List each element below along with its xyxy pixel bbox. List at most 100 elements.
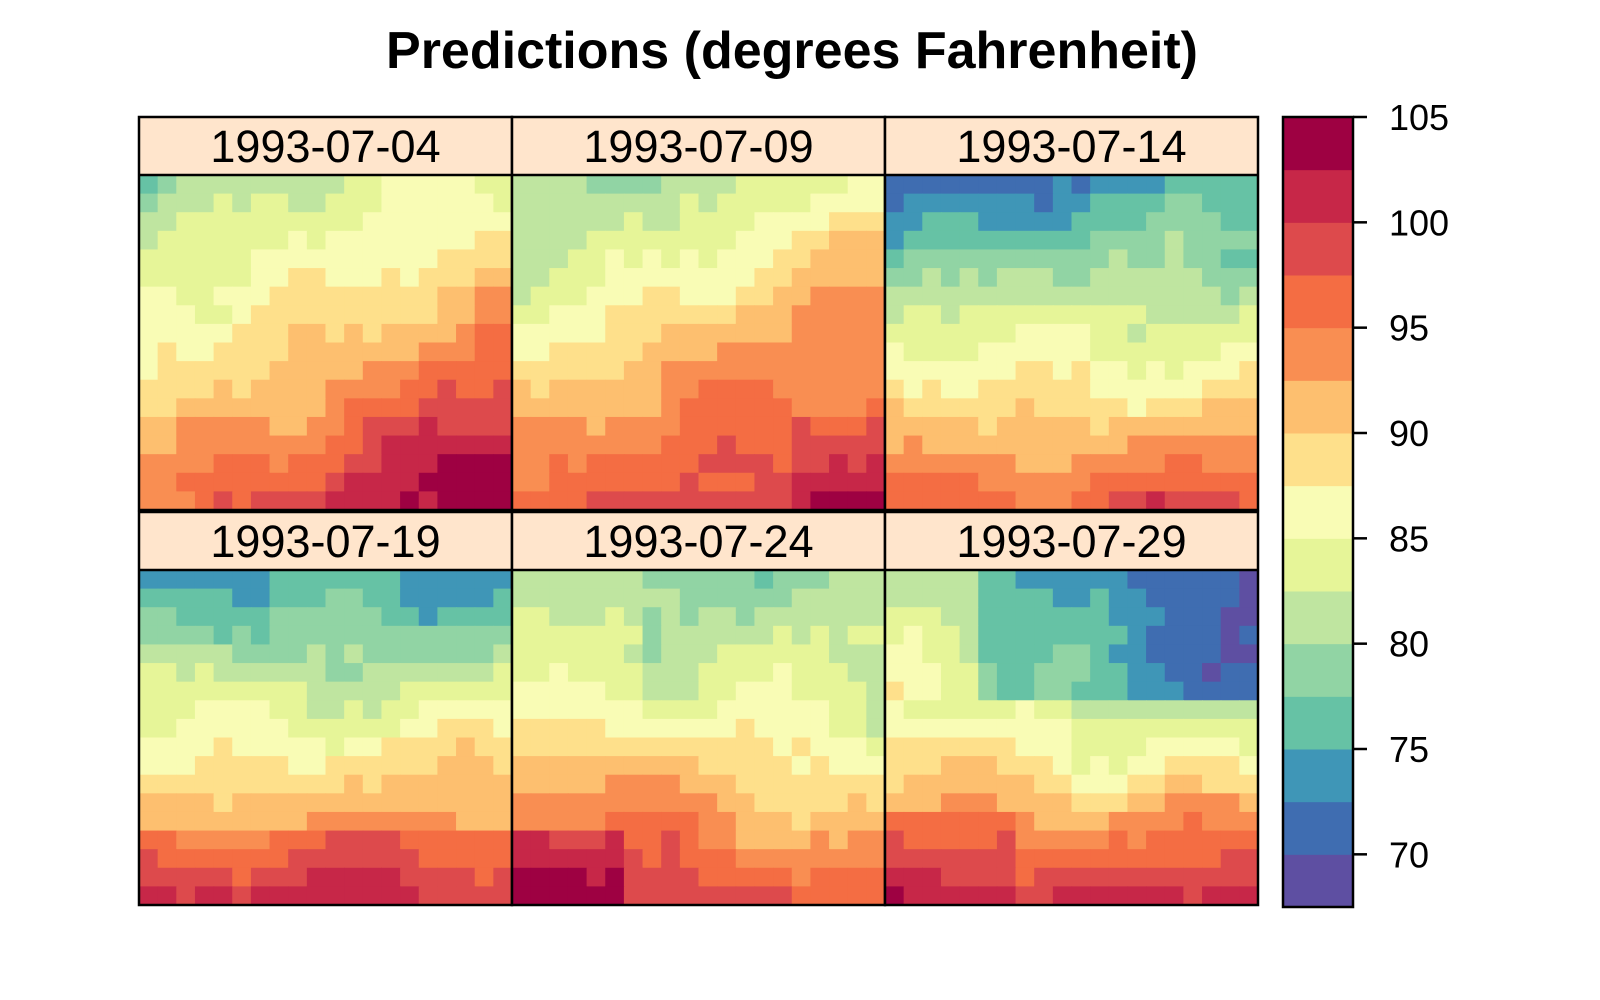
heatmap-cell (791, 625, 811, 646)
heatmap-cell (512, 416, 532, 437)
heatmap-cell (437, 774, 457, 794)
heatmap-cell (306, 323, 327, 344)
panel-1993-07-19: 1993-07-19 (137, 510, 514, 907)
heatmap-cell (213, 212, 233, 232)
heatmap-cell (698, 454, 718, 474)
heatmap-cell (978, 718, 998, 739)
heatmap-cell (698, 830, 718, 850)
heatmap-cell (1164, 249, 1184, 269)
heatmap-cell (512, 398, 532, 418)
heatmap-cell (474, 305, 494, 325)
heatmap-cell (362, 849, 383, 869)
heatmap-cell (362, 175, 383, 195)
heatmap-cell (1202, 342, 1222, 362)
heatmap-cell (418, 212, 438, 232)
heatmap-cell (400, 249, 420, 269)
heatmap-cell (474, 811, 494, 832)
heatmap-cell (829, 625, 849, 646)
heatmap-cell (381, 625, 401, 646)
heatmap-cell (661, 774, 681, 794)
heatmap-cell (1071, 379, 1091, 399)
heatmap-cell (717, 588, 737, 608)
heatmap-cell (791, 286, 811, 306)
heatmap-cell (1071, 249, 1091, 269)
heatmap-cell (474, 286, 494, 306)
heatmap-cell (250, 342, 271, 362)
heatmap-cell (1071, 681, 1091, 701)
heatmap-cell (810, 849, 830, 869)
heatmap-cell (512, 472, 532, 492)
heatmap-cell (829, 193, 849, 213)
heatmap-cell (1090, 681, 1110, 701)
heatmap-cell (344, 416, 364, 437)
heatmap-cell (717, 491, 737, 511)
heatmap-cell (512, 700, 532, 720)
heatmap-cell (325, 454, 345, 474)
heatmap-cell (1164, 867, 1184, 887)
heatmap-cell (567, 361, 588, 381)
heatmap-cell (344, 756, 364, 776)
heatmap-cell (325, 435, 345, 455)
heatmap-cell (549, 811, 569, 832)
heatmap-cell (344, 249, 364, 269)
heatmap-cell (791, 491, 811, 511)
heatmap-cell (996, 268, 1017, 288)
heatmap-cell (381, 193, 401, 213)
heatmap-cell (1071, 361, 1091, 381)
heatmap-cell (661, 472, 681, 492)
heatmap-cell (623, 867, 644, 887)
heatmap-cell (1164, 230, 1184, 251)
heatmap-cell (400, 849, 420, 869)
heatmap-cell (567, 607, 588, 627)
heatmap-cell (418, 230, 438, 251)
heatmap-cell (306, 435, 327, 455)
panel-strip (885, 117, 1258, 175)
heatmap-cell (288, 663, 308, 683)
heatmap-cell (940, 435, 961, 455)
heatmap-cell (139, 886, 159, 906)
heatmap-cell (642, 230, 662, 251)
heatmap-cell (996, 774, 1017, 794)
heatmap-cell (232, 886, 252, 906)
heatmap-cell (1108, 700, 1129, 720)
heatmap-cell (586, 175, 606, 195)
heatmap-cell (213, 607, 233, 627)
heatmap-cell (829, 867, 849, 887)
heatmap-cell (996, 700, 1017, 720)
heatmap-cell (959, 435, 979, 455)
heatmap-cell (773, 398, 793, 418)
heatmap-cell (1239, 625, 1259, 646)
heatmap-cell (1052, 212, 1073, 232)
heatmap-cell (735, 472, 756, 492)
heatmap-cell (474, 212, 494, 232)
heatmap-cell (959, 230, 979, 251)
heatmap-cell (474, 398, 494, 418)
heatmap-cell (1034, 416, 1054, 437)
heatmap-cell (1052, 379, 1073, 399)
heatmap-cell (418, 886, 438, 906)
heatmap-cell (1071, 700, 1091, 720)
heatmap-cell (1220, 416, 1240, 437)
heatmap-cell (605, 849, 625, 869)
heatmap-cell (735, 268, 756, 288)
heatmap-cell (288, 435, 308, 455)
heatmap-cell (978, 323, 998, 344)
heatmap-cell (1146, 268, 1166, 288)
heatmap-cell (139, 811, 159, 832)
heatmap-cell (829, 570, 849, 590)
heatmap-cell (549, 379, 569, 399)
heatmap-cell (1090, 774, 1110, 794)
heatmap-cell (623, 663, 644, 683)
heatmap-cell (194, 644, 215, 664)
heatmap-cell (1202, 230, 1222, 251)
heatmap-cell (959, 756, 979, 776)
heatmap-cell (903, 849, 923, 869)
heatmap-cell (698, 230, 718, 251)
heatmap-cell (959, 361, 979, 381)
heatmap-cell (400, 793, 420, 813)
heatmap-cell (996, 435, 1017, 455)
heatmap-cell (717, 737, 737, 757)
heatmap-cell (306, 361, 327, 381)
heatmap-cell (1015, 718, 1035, 739)
heatmap-cell (847, 435, 867, 455)
